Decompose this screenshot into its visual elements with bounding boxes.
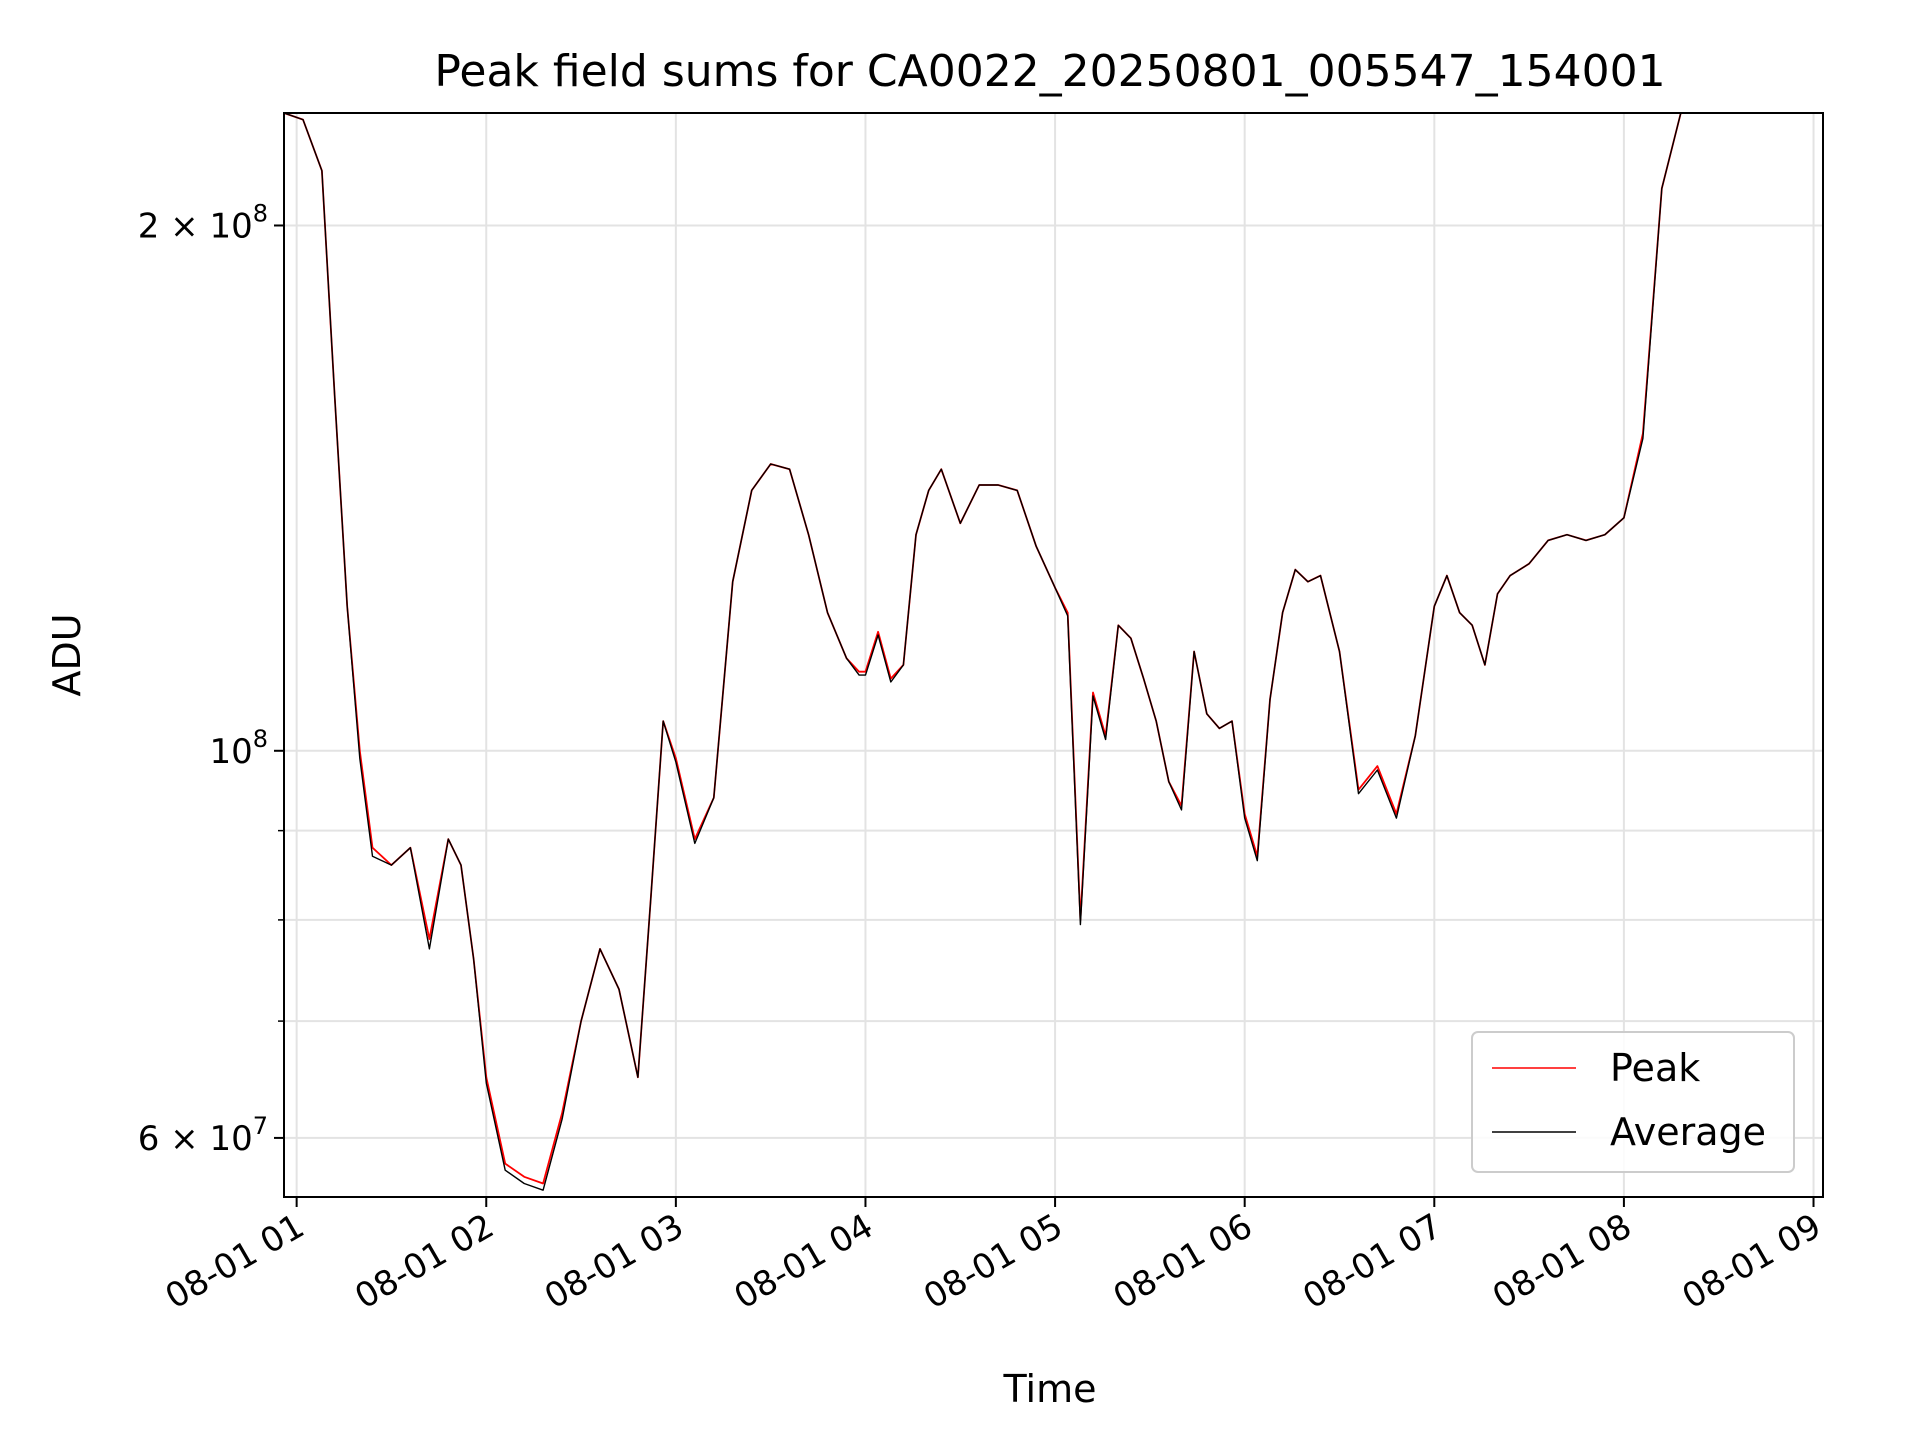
y-tick-label: 2 × 108 xyxy=(138,199,268,246)
plot-frame xyxy=(283,112,1824,1198)
x-axis-label: Time xyxy=(1003,1367,1097,1411)
series-line-average xyxy=(284,113,1814,1191)
series-layer xyxy=(284,113,1814,1191)
legend: Peak Average xyxy=(1471,1031,1795,1173)
y-axis-label: ADU xyxy=(45,613,89,696)
legend-label-average: Average xyxy=(1610,1110,1766,1154)
y-tick-label: 6 × 107 xyxy=(138,1112,268,1159)
legend-label-peak: Peak xyxy=(1610,1046,1700,1090)
legend-box xyxy=(1471,1031,1795,1173)
chart-title: Peak field sums for CA0022_20250801_0055… xyxy=(434,46,1665,97)
